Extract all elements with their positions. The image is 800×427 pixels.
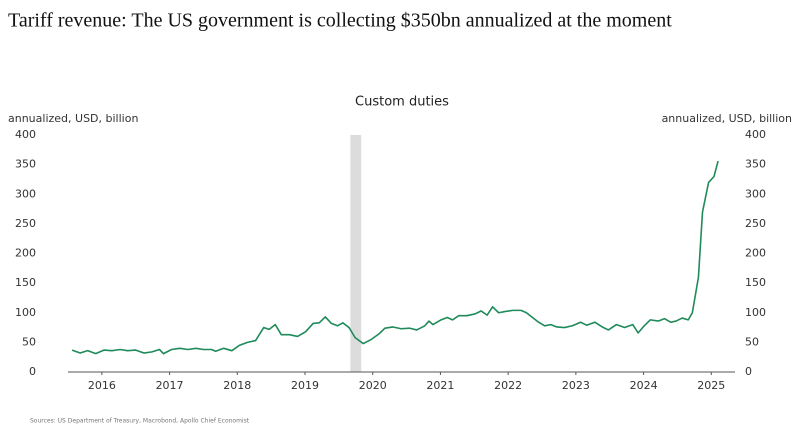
y-tick-label: 400 [15, 128, 36, 141]
y-tick-label: 50 [22, 335, 36, 348]
x-tick-label: 2025 [697, 379, 725, 392]
x-tick-label: 2017 [156, 379, 184, 392]
x-tick-label: 2020 [359, 379, 387, 392]
y-tick-label: 0 [29, 365, 36, 378]
y-tick-label: 350 [15, 158, 36, 171]
y2-tick-label: 50 [745, 335, 759, 348]
chart-title: Tariff revenue: The US government is col… [8, 10, 672, 32]
data-line [71, 160, 719, 355]
y2-tick-label: 250 [745, 217, 766, 230]
x-tick-label: 2016 [88, 379, 116, 392]
y2-tick-label: 300 [745, 187, 766, 200]
y2-axis-label: annualized, USD, billion [662, 112, 792, 125]
x-tick-label: 2019 [291, 379, 319, 392]
x-tick-label: 2021 [426, 379, 454, 392]
y-tick-label: 200 [15, 247, 36, 260]
source-note: Sources: US Department of Treasury, Macr… [30, 418, 250, 425]
chart-subtitle: Custom duties [355, 95, 449, 110]
x-tick-label: 2022 [494, 379, 522, 392]
y2-tick-label: 100 [745, 306, 766, 319]
x-tick-label: 2018 [223, 379, 251, 392]
shaded-period [350, 135, 362, 372]
y2-tick-label: 0 [745, 365, 752, 378]
x-tick-label: 2023 [562, 379, 590, 392]
y2-tick-label: 150 [745, 276, 766, 289]
y2-tick-label: 350 [745, 158, 766, 171]
y-tick-label: 100 [15, 306, 36, 319]
y-tick-label: 250 [15, 217, 36, 230]
y2-tick-label: 200 [745, 247, 766, 260]
y-tick-label: 150 [15, 276, 36, 289]
y2-tick-label: 400 [745, 128, 766, 141]
x-tick-label: 2024 [630, 379, 658, 392]
y-tick-label: 300 [15, 187, 36, 200]
y-axis-label: annualized, USD, billion [8, 112, 138, 125]
